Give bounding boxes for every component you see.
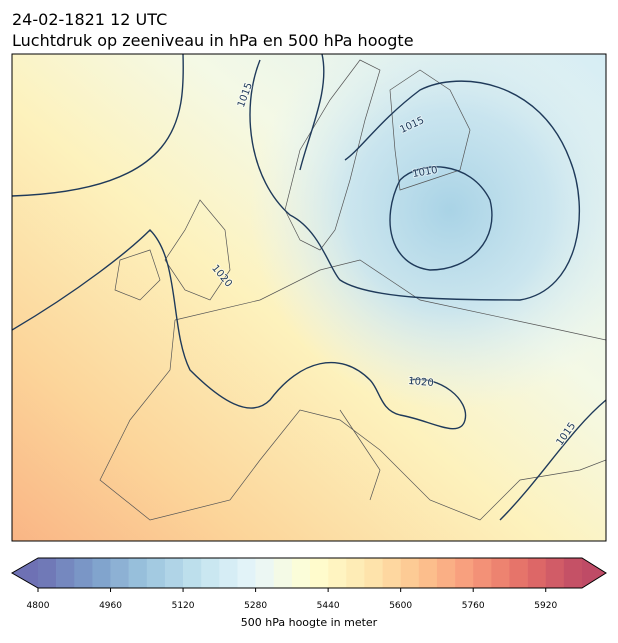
colorbar-tick-label: 5440 (317, 601, 340, 611)
colorbar-bin (310, 558, 329, 588)
colorbar-bin (183, 558, 202, 588)
title: Luchtdruk op zeeniveau in hPa en 500 hPa… (12, 31, 414, 50)
colorbar-bin (92, 558, 111, 588)
colorbar-tick-label: 5920 (534, 601, 557, 611)
colorbar-bin (563, 558, 583, 588)
colorbar-bin (237, 558, 256, 588)
colorbar-bin (38, 558, 57, 588)
colorbar-label: 500 hPa hoogte in meter (241, 616, 378, 629)
colorbar-outline (10, 557, 607, 589)
colorbar-bin (491, 558, 510, 588)
colorbar-bin (255, 558, 275, 588)
colorbar-tick-label: 5760 (462, 601, 485, 611)
colorbar-extend-low (12, 558, 38, 588)
colorbar-bin (328, 558, 347, 588)
colorbar-bin (455, 558, 474, 588)
colorbar-bin (527, 558, 547, 588)
colorbar-bin (201, 558, 220, 588)
low-area (12, 54, 606, 541)
colorbar-bin (545, 558, 565, 588)
colorbar-bin (74, 558, 93, 588)
colorbar-tick-label: 5600 (389, 601, 412, 611)
isobar-label: 1020 (408, 376, 434, 389)
colorbar-bin (364, 558, 383, 588)
colorbar-bin (346, 558, 365, 588)
colorbar-tick-label: 4960 (99, 601, 122, 611)
colorbar-bin (436, 558, 456, 588)
colorbar-bin (146, 558, 166, 588)
colorbar-bin (128, 558, 148, 588)
colorbar-bin (382, 558, 401, 588)
colorbar-bin (56, 558, 75, 588)
isobars (12, 54, 606, 521)
colorbar-bin (400, 558, 420, 588)
colorbar-bin (418, 558, 438, 588)
colorbar-bin (110, 558, 129, 588)
date: 24-02-1821 12 UTC (12, 10, 167, 29)
map (12, 54, 606, 541)
colorbar-tick-label: 4800 (27, 601, 50, 611)
colorbar-tick-label: 5280 (244, 601, 267, 611)
colorbar-bin (273, 558, 293, 588)
colorbar-extend-high (582, 558, 606, 588)
colorbar-bin (473, 558, 492, 588)
colorbar-bin (219, 558, 238, 588)
colorbar-tick-label: 5120 (172, 601, 195, 611)
colorbar-bin (164, 558, 184, 588)
colorbar-bin (509, 558, 528, 588)
coastlines (99, 59, 606, 521)
colorbar-bin (291, 558, 311, 588)
colorbar (12, 558, 606, 588)
map-frame (11, 53, 607, 542)
